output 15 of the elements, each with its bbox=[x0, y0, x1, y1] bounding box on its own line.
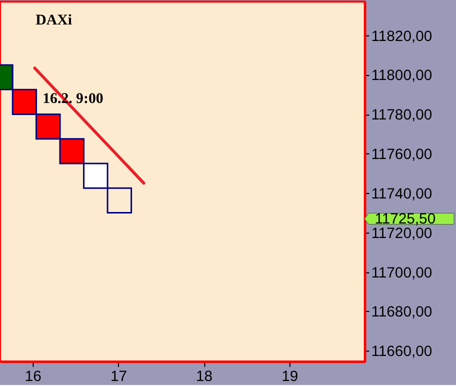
y-tick-label: 11760,00 bbox=[371, 147, 432, 164]
text: 11725,50 bbox=[374, 212, 436, 228]
x-tick-label: 19 bbox=[282, 368, 298, 385]
y-tick-label: 11700,00 bbox=[371, 265, 432, 282]
text: DAXi bbox=[36, 12, 72, 28]
y-tick-label: 11780,00 bbox=[371, 108, 432, 124]
y-tick-label: 11740,00 bbox=[371, 186, 432, 202]
y-tick-label: 11680,00 bbox=[371, 304, 432, 321]
y-tick-label: 11720,00 bbox=[371, 226, 432, 242]
x-tick-label: 16 bbox=[24, 368, 42, 385]
x-tick-label: 18 bbox=[196, 368, 213, 385]
y-tick-label: 11800,00 bbox=[371, 68, 432, 84]
y-tick-label: 11660,00 bbox=[371, 344, 432, 360]
y-tick-label: 11820,00 bbox=[371, 28, 432, 45]
x-tick-label: 17 bbox=[110, 368, 127, 385]
